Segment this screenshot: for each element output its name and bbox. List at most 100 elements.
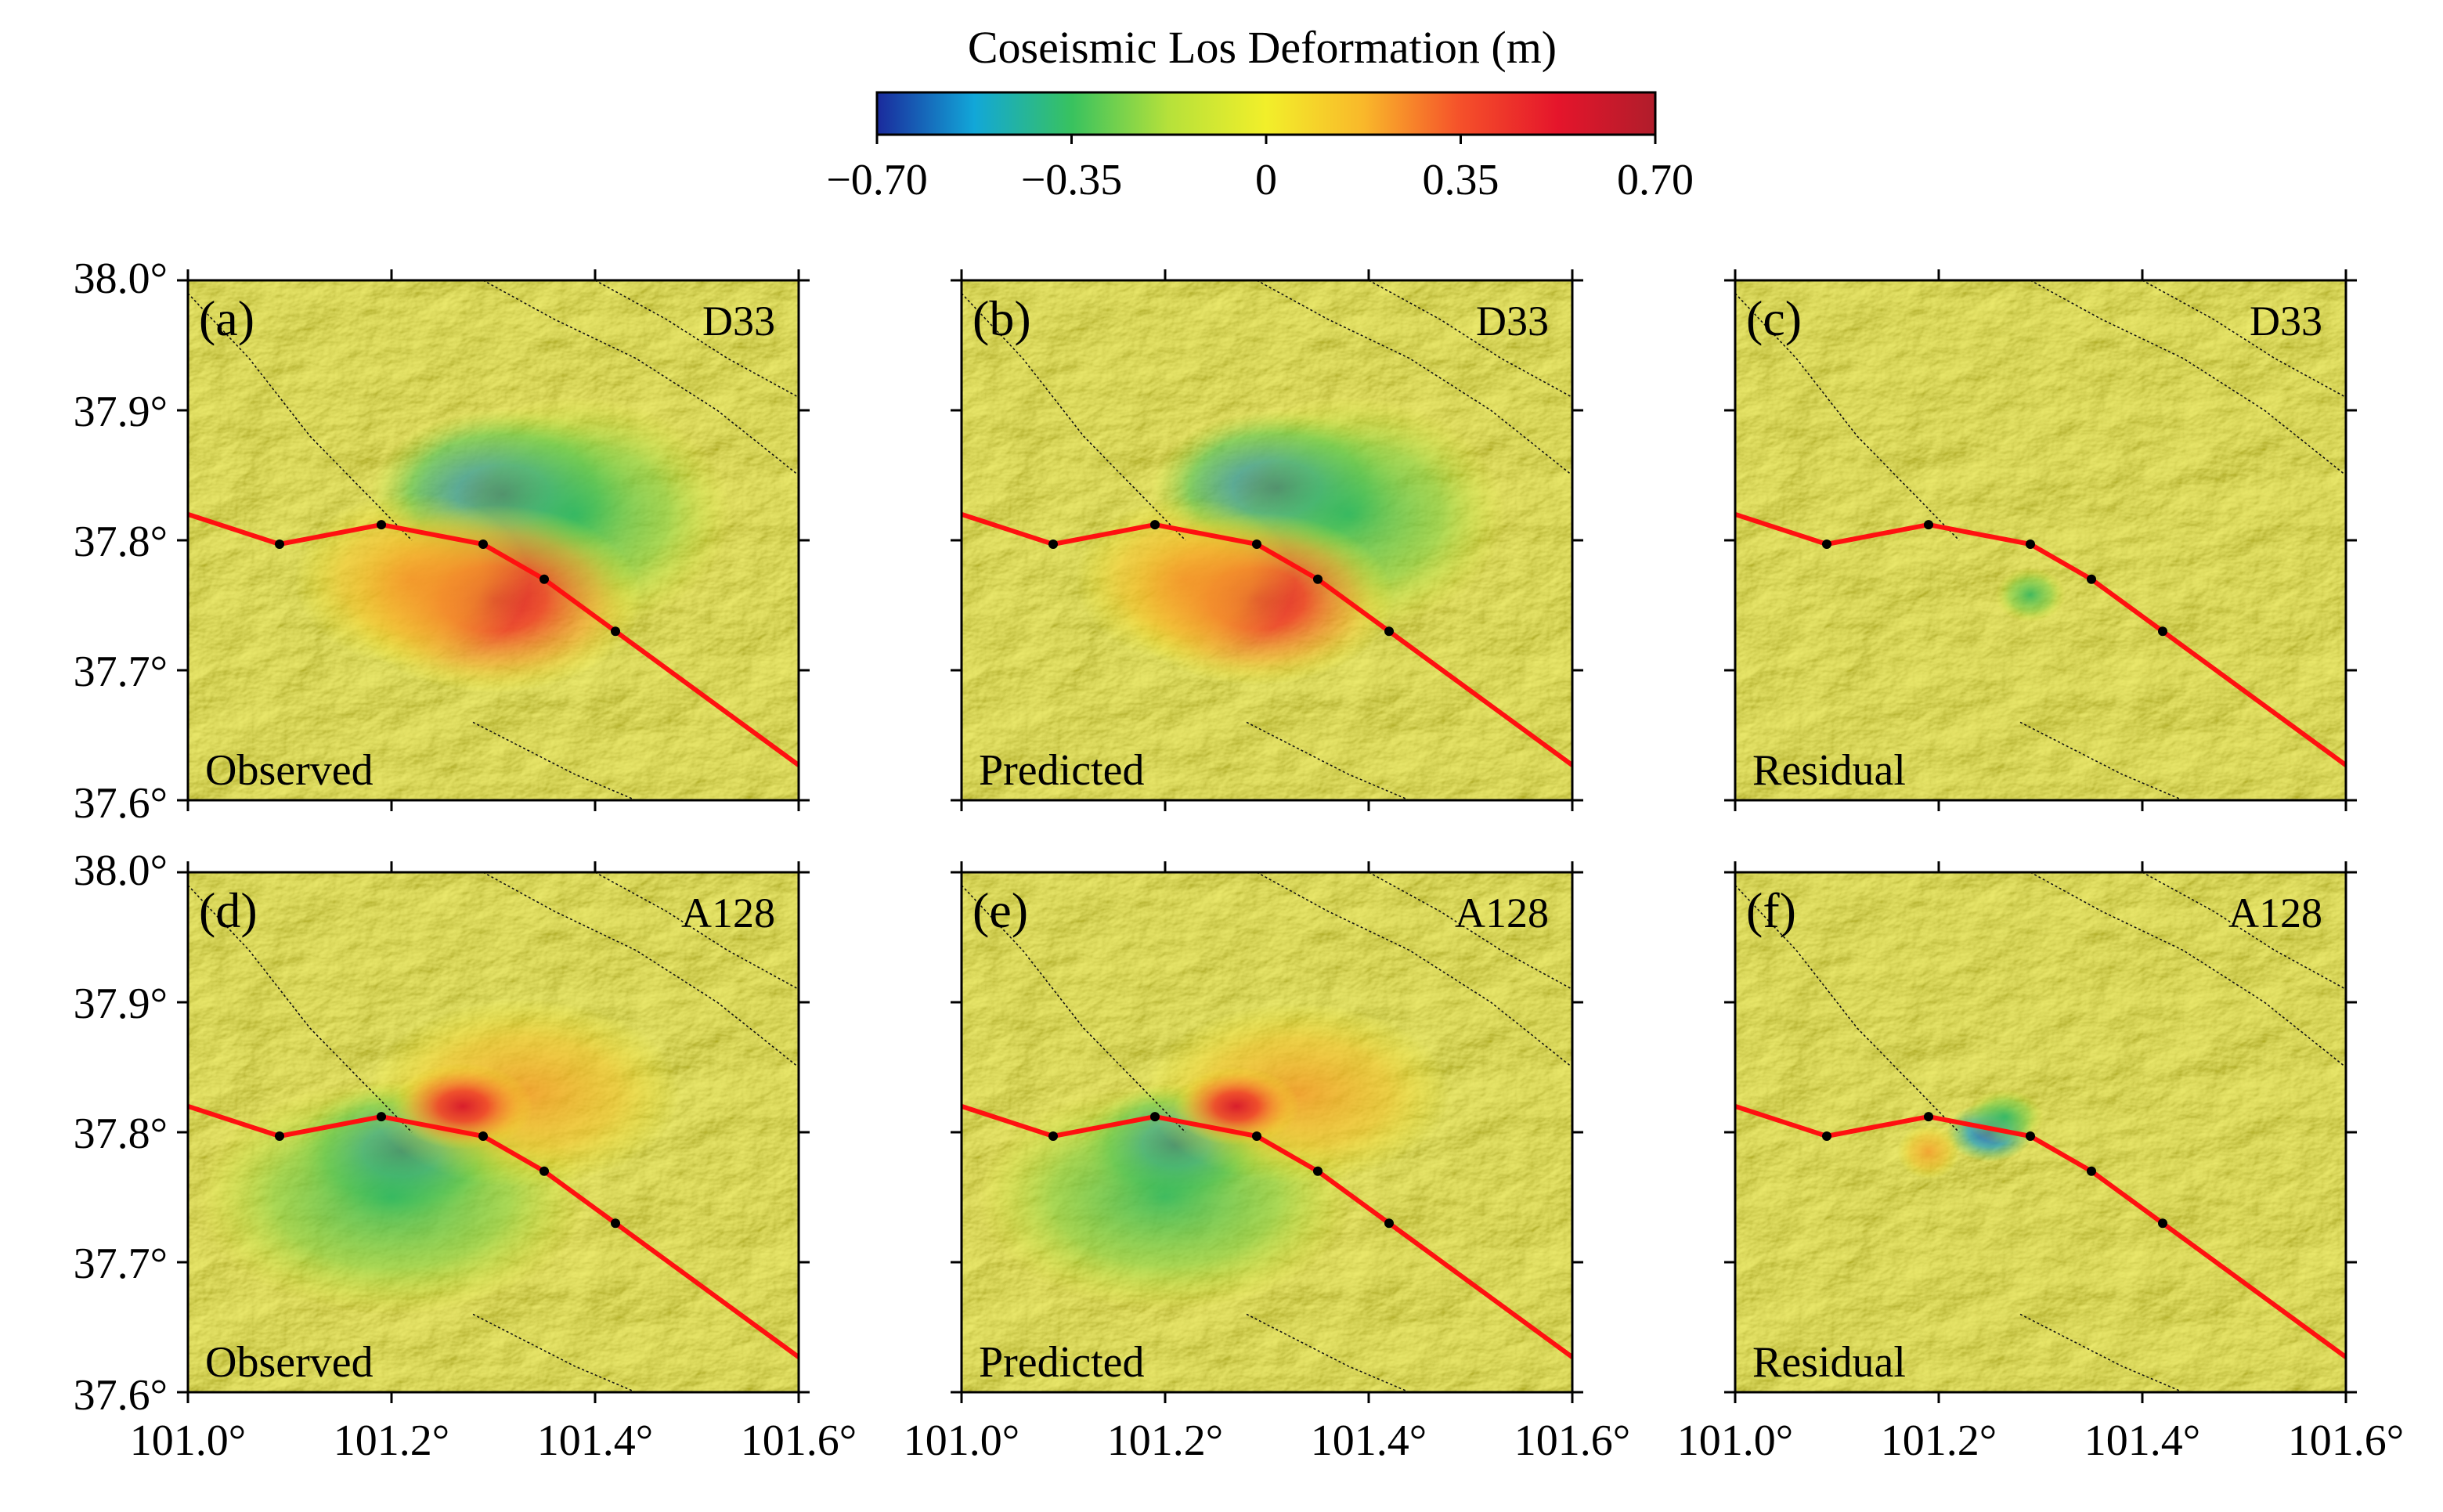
map-panel: 101.0° 101.2° 101.4° 101.6° (f) A128 Residual [1677, 861, 2404, 1465]
map-body [1735, 280, 2346, 800]
secondary-fault [594, 872, 799, 991]
fault-node [2087, 1166, 2096, 1176]
fault-node [478, 1131, 488, 1141]
lat-label: 37.9° [74, 388, 168, 436]
map-panel: (b) D33 Predicted [951, 269, 1583, 811]
deformation-field [977, 1003, 1450, 1311]
colorbar-bar [875, 91, 1657, 136]
colorbar-tick-label: 0 [1255, 156, 1277, 204]
track-label: A128 [2228, 890, 2322, 936]
colorbar: Coseismic Los Deformation (m) −0.70 −0.35… [826, 22, 1694, 204]
lat-label: 37.8° [74, 518, 168, 566]
track-label: D33 [1476, 298, 1549, 345]
secondary-fault [472, 1313, 637, 1392]
fault-node [1252, 539, 1261, 549]
lat-label: 37.6° [74, 1371, 168, 1420]
fault-node [1924, 1112, 1933, 1122]
deformation-lobe [1995, 567, 2066, 622]
fault-node [2026, 539, 2035, 549]
map-panel: 101.0° 101.2° 101.4° 101.6° (e) A128 Predicted [904, 861, 1630, 1465]
map-body [188, 280, 799, 800]
secondary-fault [2030, 280, 2346, 476]
track-label: A128 [681, 890, 775, 936]
panel-label: (a) [199, 290, 254, 346]
secondary-fault [594, 280, 799, 399]
fault-node [1384, 626, 1394, 637]
colorbar-ticks: −0.70 −0.35 0 0.35 0.70 [826, 135, 1694, 204]
panel-label: (d) [199, 882, 258, 938]
panel-type-label: Residual [1752, 746, 1906, 795]
panel-grid: 38.0° 37.9° 37.8° 37.7° 37.6° (a) D33 Observed (… [74, 254, 2405, 1465]
deformation-lobe [392, 1063, 533, 1149]
map-body [1735, 872, 2346, 1392]
deformation-field [294, 396, 731, 693]
track-label: A128 [1455, 890, 1549, 936]
secondary-fault [962, 885, 1186, 1133]
fault-node [1822, 1131, 1831, 1141]
secondary-fault [2019, 1313, 2184, 1392]
fault-node [1924, 520, 1933, 530]
lon-label: 101.6° [1514, 1416, 1630, 1465]
fault-node [1252, 1131, 1261, 1141]
lon-label: 101.4° [2084, 1416, 2200, 1465]
fault-node [2158, 1218, 2167, 1229]
fault-node [539, 1166, 549, 1176]
secondary-fault [2019, 721, 2184, 800]
panel-type-label: Predicted [979, 1338, 1144, 1387]
track-label: D33 [702, 298, 775, 345]
secondary-fault [472, 721, 637, 800]
fault-node [478, 539, 488, 549]
lon-label: 101.2° [1107, 1416, 1223, 1465]
lon-label: 101.2° [334, 1416, 449, 1465]
fault-node [275, 539, 284, 549]
lon-label: 101.2° [1881, 1416, 1997, 1465]
fault-node [1313, 1166, 1323, 1176]
lat-label: 37.9° [74, 980, 168, 1028]
map-body [962, 280, 1572, 800]
lat-label: 38.0° [74, 846, 168, 895]
fault-node [377, 520, 386, 530]
panel-label: (b) [973, 290, 1031, 346]
panel-type-label: Observed [205, 746, 373, 795]
secondary-fault [482, 280, 799, 476]
deformation-lobe [1076, 496, 1295, 662]
fault-node [1384, 1218, 1394, 1229]
secondary-fault [2142, 872, 2346, 991]
lon-label: 101.4° [1311, 1416, 1427, 1465]
fault-node [1048, 539, 1058, 549]
secondary-fault [2030, 872, 2346, 1068]
deformation-lobe [1897, 1124, 1960, 1179]
fault-node [275, 1131, 284, 1141]
panel-type-label: Observed [205, 1338, 373, 1387]
map-panel: 38.0° 37.9° 37.8° 37.7° 37.6° (a) D33 Observed [74, 254, 810, 828]
colorbar-tick-label: −0.35 [1021, 156, 1123, 204]
lon-label: 101.0° [1677, 1416, 1793, 1465]
lon-label: 101.0° [904, 1416, 1019, 1465]
lat-label: 37.8° [74, 1110, 168, 1158]
fault-node [2087, 574, 2096, 584]
fault-node [1313, 574, 1323, 584]
secondary-fault [1246, 721, 1410, 800]
secondary-fault [962, 293, 1186, 541]
secondary-fault [1256, 872, 1572, 1068]
colorbar-tick-label: 0.70 [1617, 156, 1694, 204]
map-panel: 38.0° 37.9° 37.8° 37.7° 37.6°101.0° 101.2° 101… [74, 846, 857, 1465]
panel-type-label: Residual [1752, 1338, 1906, 1387]
secondary-fault [1735, 293, 1960, 541]
fault-node [539, 574, 549, 584]
map-body [188, 872, 799, 1392]
map-body [962, 872, 1572, 1392]
fault-node [611, 1218, 620, 1229]
fault-node [1150, 520, 1160, 530]
deformation-lobe [294, 493, 529, 666]
panel-label: (c) [1746, 290, 1802, 346]
secondary-fault [1246, 1313, 1410, 1392]
secondary-fault [2142, 280, 2346, 399]
deformation-field [1897, 1089, 2044, 1179]
lat-label: 37.7° [74, 1240, 168, 1288]
fault-node [1822, 539, 1831, 549]
deformation-lobe [1965, 1089, 2044, 1145]
lon-label: 101.4° [537, 1416, 653, 1465]
panel-label: (f) [1746, 882, 1796, 938]
